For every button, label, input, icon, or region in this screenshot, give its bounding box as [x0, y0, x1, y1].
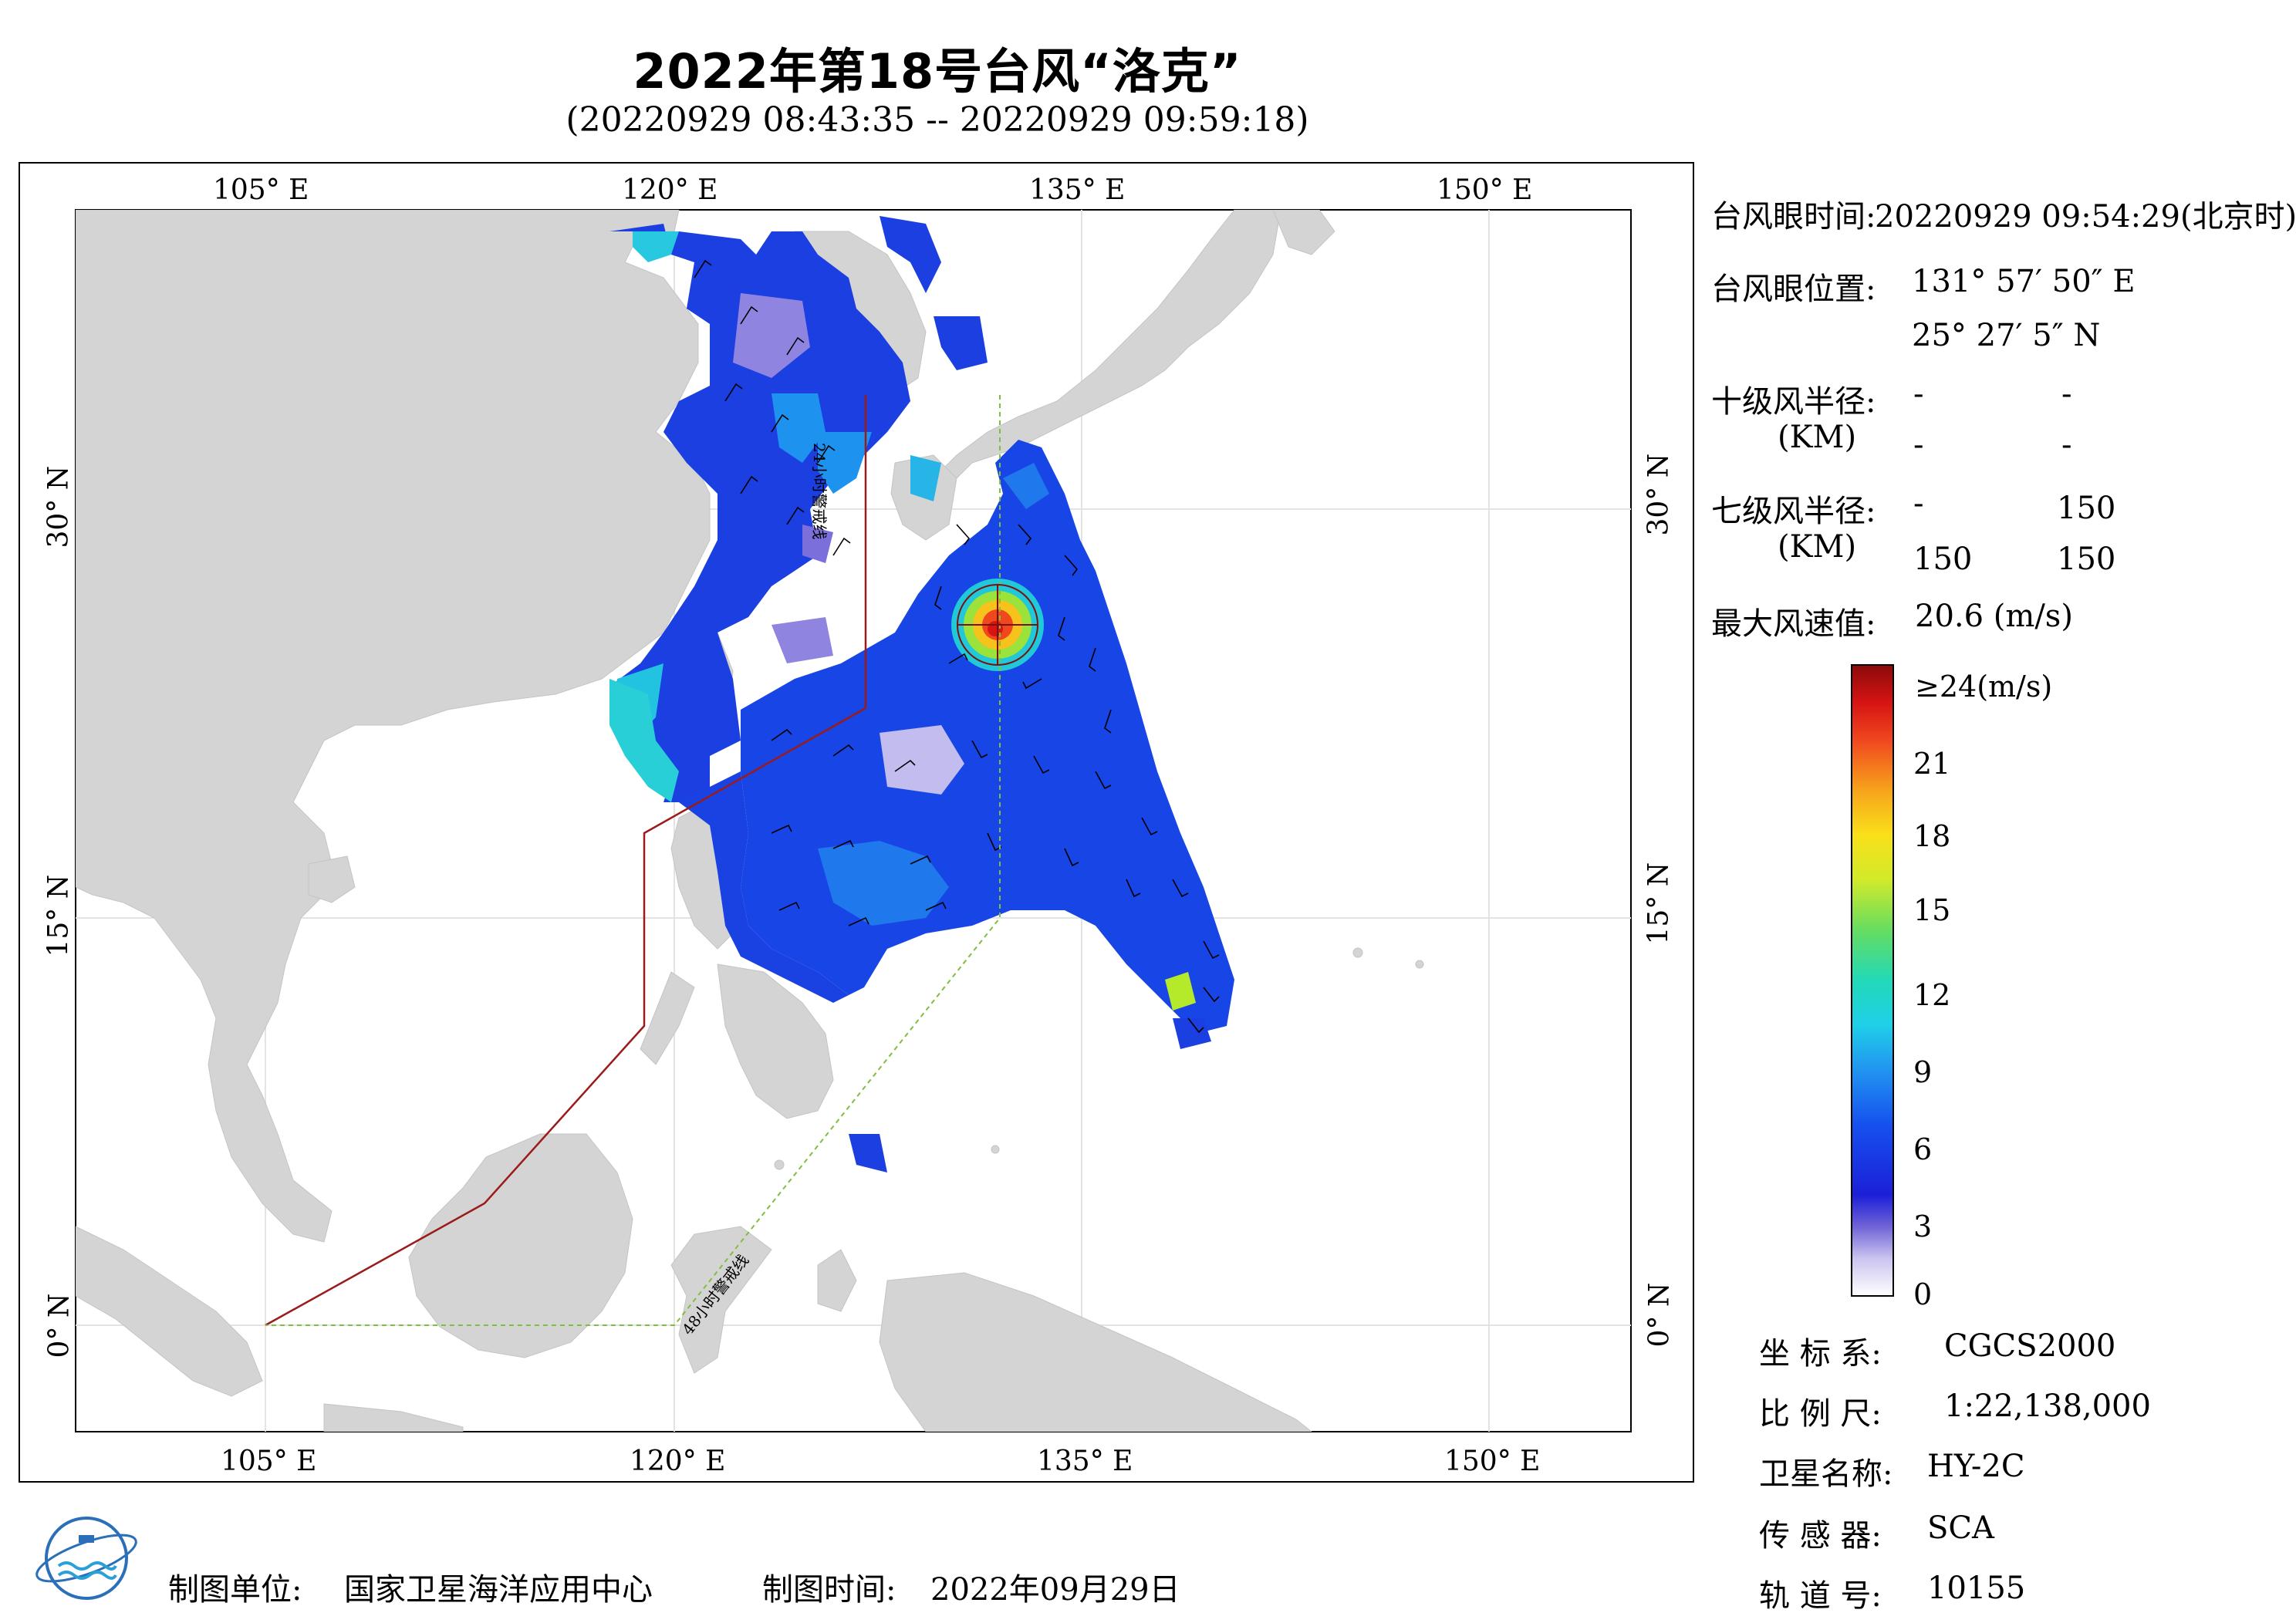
warning-line-24h-label: 24小时警戒线	[810, 443, 829, 540]
nsoas-logo	[35, 1517, 137, 1600]
lon-tick-top-120: 120° E	[622, 174, 718, 206]
warning-line-48h	[265, 395, 1001, 1326]
colorbar-label-21: 21	[1913, 747, 1951, 781]
lat-tick-left-30: 30° N	[42, 465, 75, 548]
colorbar	[1851, 664, 1894, 1297]
eye-time-label: 台风眼时间:	[1711, 199, 1876, 235]
lon-tick-bottom-150: 150° E	[1444, 1446, 1541, 1477]
r10-label: 十级风半径:	[1711, 384, 1876, 420]
r7-label: 七级风半径:	[1711, 494, 1876, 529]
r10-value-1: -	[1913, 376, 1924, 412]
colorbar-label-12: 12	[1913, 978, 1951, 1012]
colorbar-label-6: 6	[1913, 1132, 1933, 1166]
r10-value-4: -	[2061, 427, 2072, 463]
producer-label: 制图单位:	[168, 1572, 302, 1608]
colorbar-label-3: 3	[1913, 1210, 1933, 1243]
lat-tick-right-30: 30° N	[1643, 453, 1675, 536]
scale-label: 比 例 尺:	[1759, 1396, 1882, 1432]
r7-value-2: 150	[2057, 491, 2116, 526]
r10-unit: (KM)	[1778, 420, 1857, 455]
r7-value-3: 150	[1913, 542, 1973, 577]
warning-line-24h	[265, 395, 867, 1327]
colorbar-label-15: 15	[1913, 893, 1951, 927]
colorbar-label-24: ≥24(m/s)	[1915, 670, 2053, 704]
r7-value-1: -	[1913, 486, 1924, 521]
map-subtitle: (20220929 08:43:35 -- 20220929 09:59:18)	[566, 100, 1309, 140]
lon-tick-top-135: 135° E	[1029, 174, 1126, 206]
orbit-label: 轨 道 号:	[1759, 1578, 1882, 1614]
lon-tick-bottom-135: 135° E	[1037, 1446, 1133, 1477]
sensor-label: 传 感 器:	[1759, 1518, 1882, 1554]
typhoon-eye-marker	[957, 584, 1038, 666]
production-time-label: 制图时间:	[762, 1572, 896, 1608]
producer-value: 国家卫星海洋应用中心	[344, 1572, 653, 1608]
lat-tick-right-0: 0° N	[1643, 1282, 1676, 1348]
lon-tick-bottom-105: 105° E	[221, 1446, 317, 1477]
satellite-label: 卫星名称:	[1759, 1456, 1893, 1492]
lat-tick-left-15: 15° N	[42, 874, 75, 957]
lon-tick-top-150: 150° E	[1437, 174, 1533, 206]
scale-value: 1:22,138,000	[1944, 1388, 2151, 1424]
lon-tick-top-105: 105° E	[213, 174, 309, 206]
coord-system-label: 坐 标 系:	[1759, 1336, 1882, 1372]
r7-unit: (KM)	[1778, 529, 1857, 565]
map-title: 2022年第18号台风“洛克”	[633, 43, 1242, 100]
lon-tick-bottom-120: 120° E	[630, 1446, 726, 1477]
r10-value-2: -	[2061, 376, 2072, 412]
eye-latitude: 25° 27′ 5″ N	[1912, 318, 2101, 353]
orbit-value: 10155	[1927, 1571, 2026, 1606]
production-time-value: 2022年09月29日	[930, 1572, 1180, 1608]
eye-time-value: 20220929 09:54:29(北京时)	[1875, 199, 2296, 235]
eye-position-label: 台风眼位置:	[1711, 272, 1876, 307]
colorbar-label-18: 18	[1913, 819, 1951, 853]
colorbar-label-0: 0	[1913, 1277, 1933, 1311]
lat-tick-right-15: 15° N	[1643, 862, 1675, 945]
colorbar-label-9: 9	[1913, 1055, 1933, 1089]
satellite-value: HY-2C	[1927, 1449, 2025, 1484]
wind-swath	[609, 216, 1234, 1173]
map-frame	[19, 162, 1694, 1483]
max-wind-label: 最大风速值:	[1711, 606, 1876, 642]
sensor-value: SCA	[1927, 1510, 1994, 1546]
r7-value-4: 150	[2057, 542, 2116, 577]
wind-barbs	[694, 259, 1220, 1034]
coord-system-value: CGCS2000	[1944, 1328, 2116, 1364]
eye-longitude: 131° 57′ 50″ E	[1912, 264, 2136, 299]
r10-value-3: -	[1913, 427, 1924, 463]
lat-tick-left-0: 0° N	[43, 1293, 76, 1358]
max-wind-value: 20.6 (m/s)	[1915, 599, 2073, 634]
